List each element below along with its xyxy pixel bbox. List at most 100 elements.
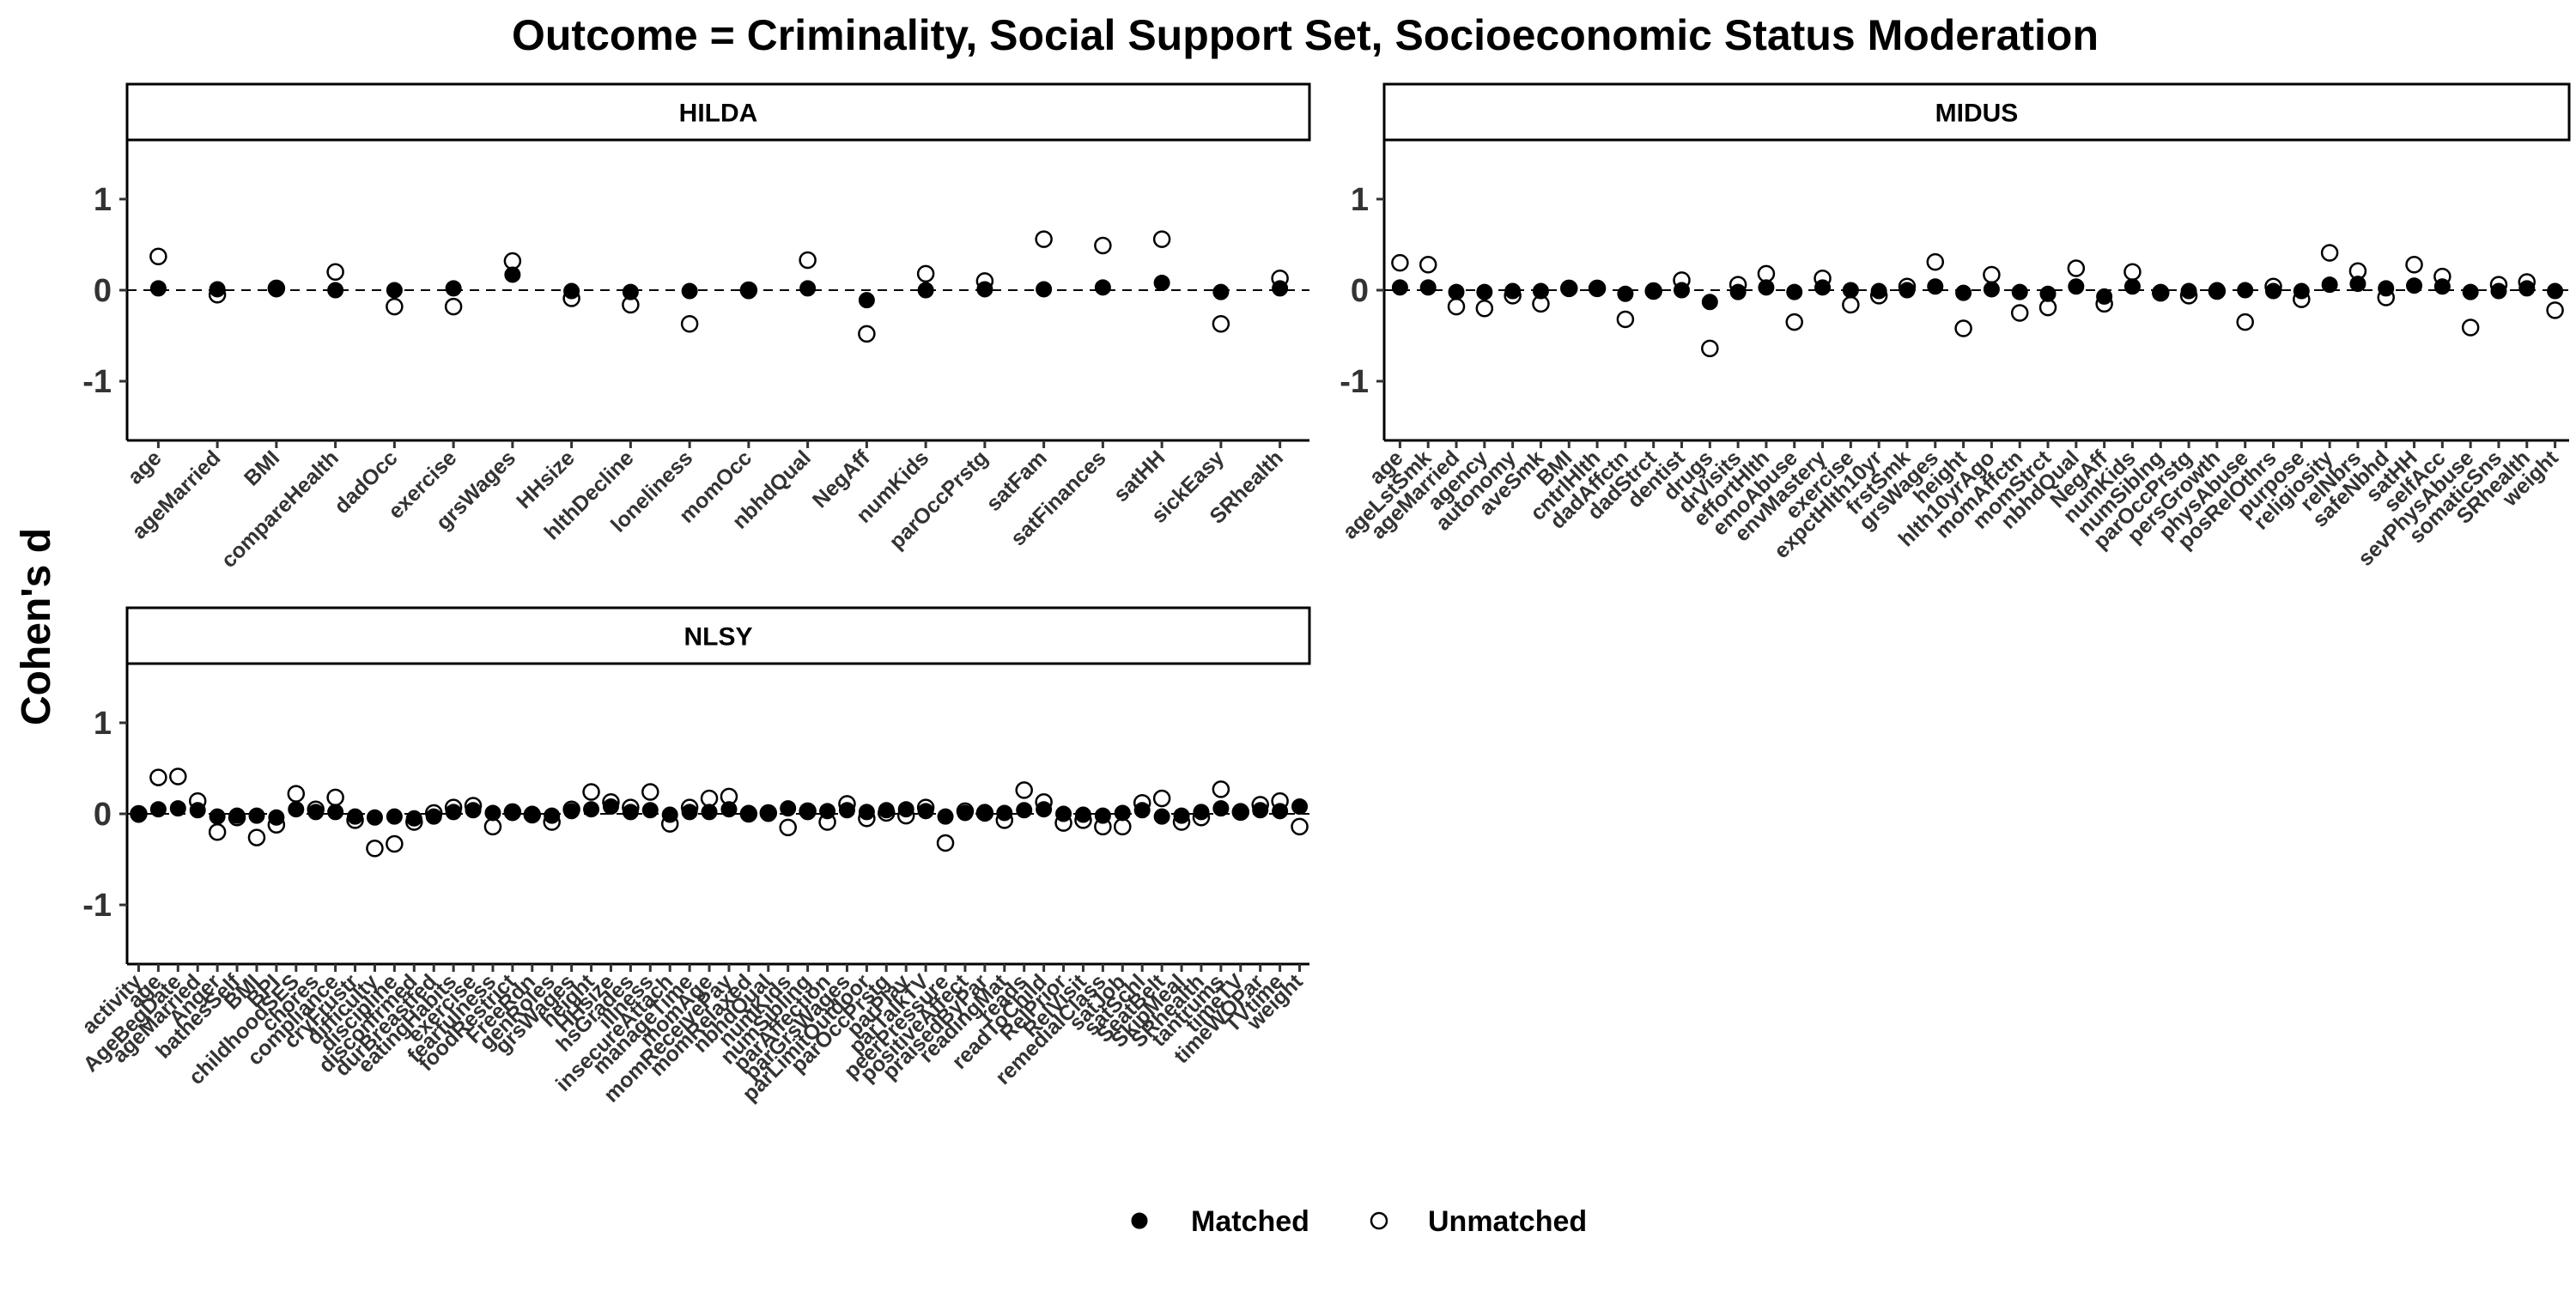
matched-point xyxy=(1016,802,1033,819)
matched-point xyxy=(2068,278,2085,295)
unmatched-point xyxy=(1291,817,1309,836)
matched-point xyxy=(1232,803,1249,820)
matched-point xyxy=(760,805,777,822)
unmatched-point xyxy=(503,252,522,270)
matched-point xyxy=(740,804,757,822)
matched-point xyxy=(209,808,226,825)
matched-point xyxy=(386,282,403,299)
unmatched-point xyxy=(287,785,306,803)
matched-point xyxy=(1870,282,1887,300)
matched-point xyxy=(1532,282,1549,300)
matched-point xyxy=(1133,802,1151,819)
unmatched-point xyxy=(700,789,719,808)
unmatched-point xyxy=(1152,789,1171,808)
matched-point xyxy=(1814,279,1832,296)
matched-point xyxy=(1674,282,1690,299)
unmatched-point xyxy=(1926,252,1945,271)
matched-point xyxy=(858,292,875,309)
matched-point xyxy=(740,282,757,300)
matched-point xyxy=(838,802,855,819)
matched-point xyxy=(780,800,797,817)
matched-point xyxy=(1272,280,1289,297)
unmatched-point xyxy=(779,818,797,837)
matched-point xyxy=(1074,806,1091,823)
matched-point xyxy=(1701,294,1718,311)
unmatched-point xyxy=(2010,304,2029,322)
matched-point xyxy=(228,807,246,824)
matched-point xyxy=(641,802,659,819)
panel-strip xyxy=(125,606,1311,665)
unmatched-point xyxy=(1212,314,1230,333)
matched-point xyxy=(1036,281,1053,298)
matched-point xyxy=(2208,282,2226,299)
y-tick-label: -1 xyxy=(82,888,112,924)
matched-point xyxy=(1193,804,1210,821)
chart-title: Outcome = Criminality, Social Support Se… xyxy=(512,11,2099,59)
unmatched-point xyxy=(366,840,384,858)
unmatched-point xyxy=(799,251,817,270)
matched-point xyxy=(681,282,698,300)
matched-point xyxy=(2096,288,2113,305)
unmatched-point xyxy=(916,264,935,283)
unmatched-point xyxy=(582,783,600,801)
matched-point xyxy=(976,804,993,821)
matched-point xyxy=(405,810,422,827)
matched-point xyxy=(1476,283,1493,300)
matched-point xyxy=(1055,805,1072,822)
matched-point xyxy=(681,804,698,821)
matched-point xyxy=(917,282,934,299)
matched-point xyxy=(1173,807,1190,824)
matched-point xyxy=(307,804,325,821)
matched-point xyxy=(1391,279,1408,296)
matched-point xyxy=(504,266,521,283)
panel-midus: MIDUS-101ageageLstSmkageMarriedagencyaut… xyxy=(1338,82,2571,571)
unmatched-point xyxy=(483,817,502,836)
unmatched-point xyxy=(1447,297,1466,316)
unmatched-point xyxy=(247,828,266,846)
unmatched-point xyxy=(1983,265,2001,284)
matched-point xyxy=(347,808,364,825)
y-tick-label: -1 xyxy=(82,364,112,400)
matched-point xyxy=(386,808,403,825)
y-tick-label: 1 xyxy=(94,182,112,218)
unmatched-point xyxy=(208,822,227,841)
matched-point xyxy=(425,808,442,825)
panel-strip xyxy=(1382,82,2571,142)
matched-point xyxy=(2265,282,2281,300)
matched-point xyxy=(2039,285,2057,302)
matched-point xyxy=(2293,282,2310,300)
unmatched-point xyxy=(1757,264,1776,283)
matched-point xyxy=(327,282,344,299)
matched-point xyxy=(2406,277,2423,294)
matched-point xyxy=(2123,278,2141,295)
unmatched-point xyxy=(1475,299,1494,318)
matched-point xyxy=(2490,282,2507,300)
unmatched-point xyxy=(936,834,955,852)
matched-point xyxy=(268,281,285,298)
unmatched-point xyxy=(2320,244,2339,262)
matched-point xyxy=(1560,280,1577,297)
matched-point xyxy=(957,804,974,822)
matched-point xyxy=(1448,283,1465,300)
unmatched-point xyxy=(1015,781,1033,799)
matched-point xyxy=(1589,280,1606,297)
unmatched-point xyxy=(1094,236,1112,255)
matched-point xyxy=(976,281,993,298)
matched-point xyxy=(2518,280,2536,297)
matched-point xyxy=(1094,279,1111,296)
matched-point xyxy=(209,281,226,298)
unmatched-point xyxy=(444,297,463,316)
matched-point xyxy=(720,801,738,818)
panel-strip-label: NLSY xyxy=(683,623,752,652)
matched-point xyxy=(169,800,186,817)
matched-point xyxy=(2349,276,2366,293)
matched-point xyxy=(1212,800,1230,817)
unmatched-point xyxy=(326,788,344,807)
matched-point xyxy=(1094,807,1111,824)
matched-point xyxy=(288,801,305,818)
matched-point xyxy=(799,804,817,821)
matched-point xyxy=(1036,801,1053,818)
unmatched-point xyxy=(1842,295,1860,314)
